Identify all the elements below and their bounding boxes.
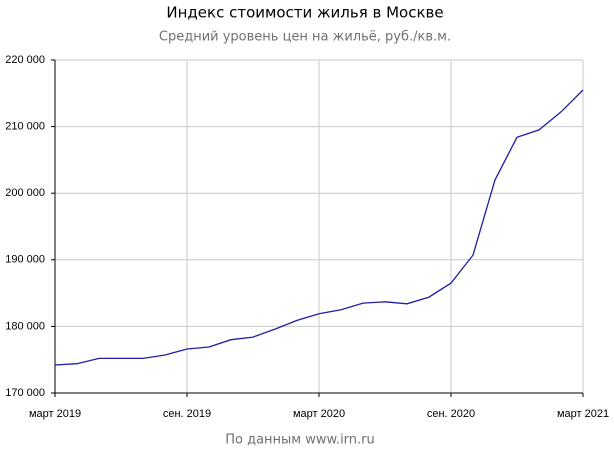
x-tick-label: сен. 2019 [163, 408, 211, 420]
y-tick-label: 210 000 [5, 121, 45, 133]
chart-title: Индекс стоимости жилья в Москве [166, 4, 443, 22]
y-tick-label: 220 000 [5, 54, 45, 66]
y-tick-label: 190 000 [5, 254, 45, 266]
x-tick-label: март 2020 [293, 408, 345, 420]
x-tick-label: март 2019 [29, 408, 81, 420]
x-tick-label: март 2021 [557, 408, 609, 420]
source-note: По данным www.irn.ru [225, 433, 375, 448]
y-tick-label: 180 000 [5, 320, 45, 332]
chart-subtitle: Средний уровень цен на жильё, руб./кв.м. [159, 30, 451, 45]
x-tick-label: сен. 2020 [427, 408, 475, 420]
data-line [54, 89, 584, 366]
y-tick-label: 170 000 [5, 387, 45, 399]
y-tick-label: 200 000 [5, 187, 45, 199]
